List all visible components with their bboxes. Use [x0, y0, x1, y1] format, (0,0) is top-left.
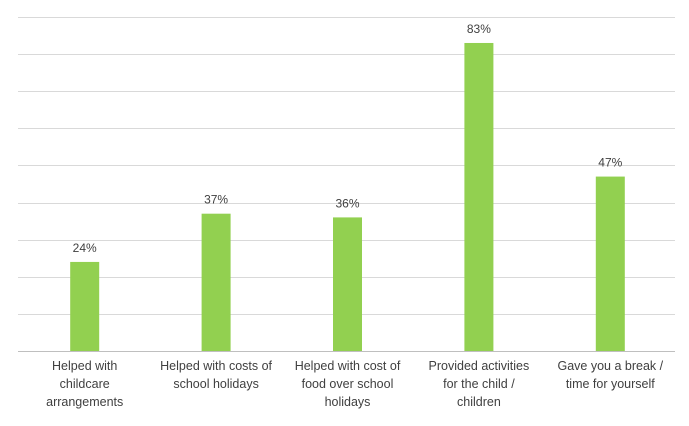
category-label-line: childcare: [60, 377, 110, 391]
category-label-line: children: [457, 395, 501, 409]
category-label-line: Provided activities: [429, 359, 530, 373]
bar: [333, 217, 362, 351]
data-label: 36%: [335, 196, 359, 210]
category-label: Helped with childcare arrangements: [46, 359, 123, 409]
category-label-line: Helped with: [52, 359, 117, 373]
category-label: Gave you a break / time for yourself: [557, 359, 663, 391]
category-label-line: Helped with costs of: [160, 359, 272, 373]
data-label: 37%: [204, 193, 228, 207]
bar: [70, 261, 100, 351]
category-label-line: arrangements: [46, 395, 123, 409]
category-label: Provided activities for the child / childr…: [429, 359, 530, 409]
category-label: Helped with cost of food over school holid…: [295, 359, 401, 409]
data-labels: 24% 37% 36% 83% 47%: [73, 22, 623, 255]
category-label-line: time for yourself: [566, 377, 655, 391]
category-label-line: for the child /: [443, 377, 515, 391]
category-label-line: school holidays: [173, 377, 258, 391]
bars: [70, 42, 625, 351]
category-label-line: food over school: [302, 377, 394, 391]
data-label: 83%: [467, 22, 491, 36]
category-label-line: Gave you a break /: [557, 359, 663, 373]
bar: [464, 42, 494, 351]
data-label: 47%: [598, 156, 622, 170]
category-label: Helped with costs of school holidays: [160, 359, 272, 391]
bar: [595, 176, 625, 351]
data-label: 24%: [73, 241, 97, 255]
category-label-line: Helped with cost of: [295, 359, 401, 373]
bar: [201, 213, 231, 351]
category-label-line: holidays: [325, 395, 371, 409]
gridlines: [18, 17, 675, 352]
